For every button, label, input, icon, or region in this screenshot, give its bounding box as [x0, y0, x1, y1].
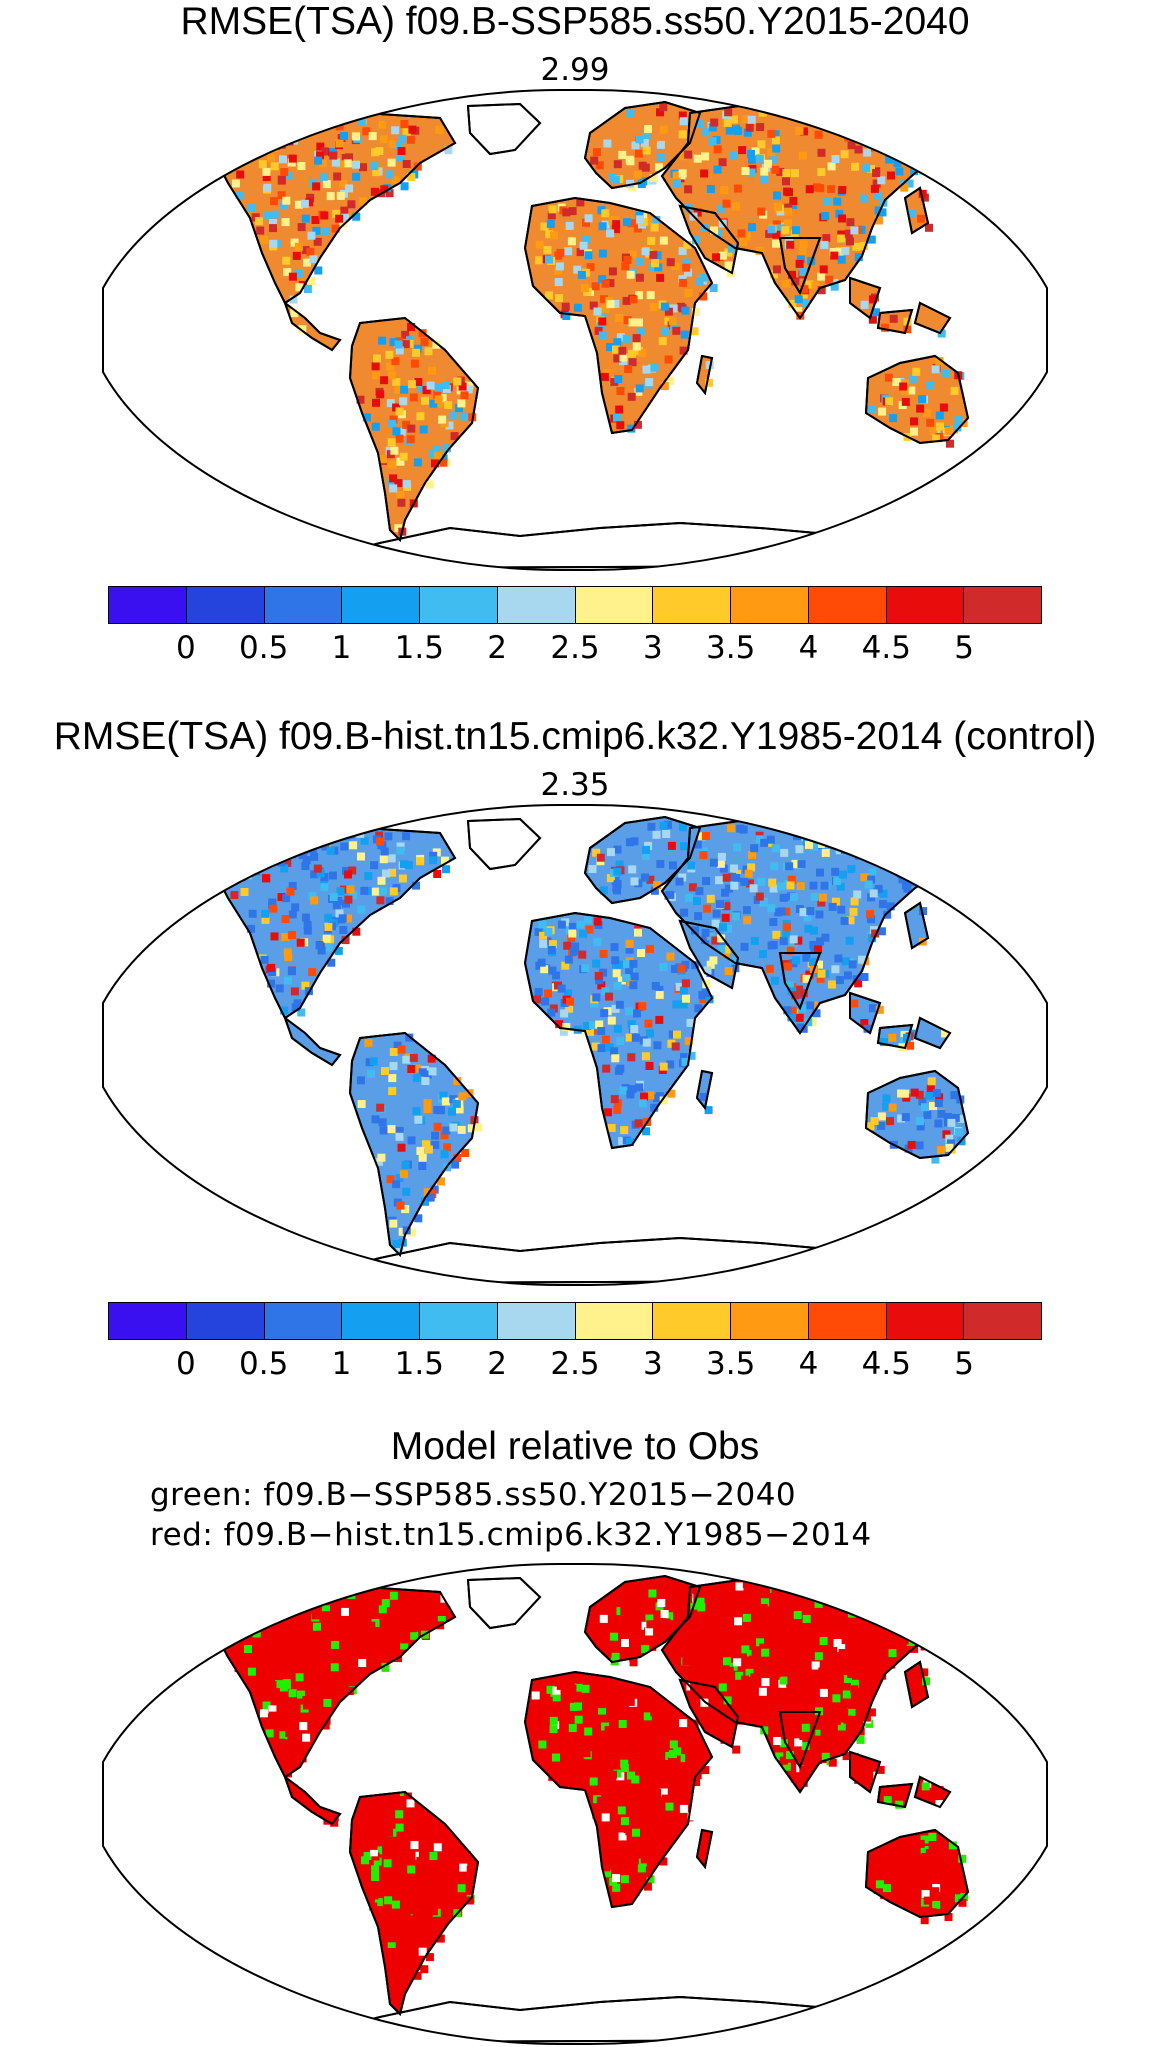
- colorbar-tick-label: 0: [175, 1346, 196, 1382]
- colorbar-swatch: [109, 587, 186, 623]
- globe-boundary: [102, 804, 1048, 1286]
- colorbar-tick-label: 2.5: [550, 1346, 600, 1382]
- panel3-world-map: [102, 1563, 1048, 2045]
- colorbar-swatch: [263, 1303, 342, 1339]
- colorbar-swatch: [109, 1303, 186, 1339]
- continent-newZealand: [986, 1910, 1010, 1944]
- colorbar-swatch: [263, 587, 342, 623]
- continent-newZealand: [986, 1151, 1010, 1185]
- panel2-world-map: [102, 804, 1048, 1286]
- globe-boundary: [102, 89, 1048, 571]
- colorbar-swatch: [652, 1303, 730, 1339]
- panel3-legend-red: red: f09.B−hist.tn15.cmip6.k32.Y1985−201…: [150, 1517, 872, 1553]
- colorbar-tick-label: 4.5: [861, 1346, 911, 1382]
- colorbar-tick-label: 1.5: [394, 630, 444, 666]
- colorbar-swatch: [730, 587, 808, 623]
- colorbar-swatch: [419, 587, 497, 623]
- colorbar-swatch: [341, 1303, 419, 1339]
- panel1-title: RMSE(TSA) f09.B-SSP585.ss50.Y2015-2040: [180, 0, 970, 43]
- continent-newZealand: [986, 436, 1010, 470]
- colorbar-tick-label: 4.5: [861, 630, 911, 666]
- panel1-colorbar: [108, 586, 1042, 624]
- panel3-title: Model relative to Obs: [390, 1425, 760, 1468]
- panel1-map-content: [102, 89, 1048, 571]
- colorbar-tick-label: 3: [642, 1346, 663, 1382]
- panel2-global-value: 2.35: [540, 767, 610, 803]
- panel1-colorbar-ticks: 0 0.5 1 1.5 2 2.5 3 3.5 4 4.5 5: [108, 630, 1042, 666]
- panel2-title: RMSE(TSA) f09.B-hist.tn15.cmip6.k32.Y198…: [53, 715, 1097, 758]
- colorbar-swatch: [574, 1303, 653, 1339]
- continent-northAmerica: [213, 1582, 457, 1779]
- panel1-world-map: [102, 89, 1048, 571]
- colorbar-tick-label: 1: [331, 630, 352, 666]
- map-data-cells: [225, 1578, 1008, 1980]
- colorbar-swatch: [185, 587, 264, 623]
- colorbar-tick-label: 3.5: [706, 630, 756, 666]
- colorbar-tick-label: 1: [331, 1346, 352, 1382]
- colorbar-tick-label: 0.5: [239, 630, 289, 666]
- colorbar-swatch: [341, 587, 419, 623]
- colorbar-swatch: [652, 587, 730, 623]
- colorbar-swatch: [885, 1303, 964, 1339]
- continent-antarctica: [318, 1995, 882, 2044]
- colorbar-tick-label: 4: [798, 630, 819, 666]
- colorbar-swatch: [496, 1303, 575, 1339]
- panel3-legend-green: green: f09.B−SSP585.ss50.Y2015−2040: [150, 1477, 797, 1513]
- colorbar-swatch: [807, 1303, 886, 1339]
- panel3-map-content: [102, 1563, 1048, 2045]
- panel2-colorbar: [108, 1302, 1042, 1340]
- colorbar-tick-label: 2: [487, 630, 508, 666]
- colorbar-swatch: [885, 587, 964, 623]
- colorbar-tick-label: 3.5: [706, 1346, 756, 1382]
- colorbar-swatch: [963, 1303, 1041, 1339]
- colorbar-tick-label: 3: [642, 630, 663, 666]
- colorbar-swatch: [185, 1303, 264, 1339]
- colorbar-tick-label: 4: [798, 1346, 819, 1382]
- colorbar-swatch: [963, 587, 1041, 623]
- colorbar-swatch: [730, 1303, 808, 1339]
- colorbar-swatch: [807, 587, 886, 623]
- panel2-map-content: [102, 804, 1048, 1286]
- colorbar-swatch: [574, 587, 653, 623]
- colorbar-tick-label: 5: [954, 630, 975, 666]
- continent-seAsia: [849, 1750, 952, 1809]
- panel2-colorbar-ticks: 0 0.5 1 1.5 2 2.5 3 3.5 4 4.5 5: [108, 1346, 1042, 1382]
- colorbar-tick-label: 0.5: [239, 1346, 289, 1382]
- colorbar-tick-label: 0: [175, 630, 196, 666]
- panel1-global-value: 2.99: [540, 52, 610, 88]
- colorbar-swatch: [419, 1303, 497, 1339]
- colorbar-swatch: [496, 587, 575, 623]
- colorbar-tick-label: 1.5: [394, 1346, 444, 1382]
- colorbar-tick-label: 2.5: [550, 630, 600, 666]
- colorbar-tick-label: 5: [954, 1346, 975, 1382]
- colorbar-tick-label: 2: [487, 1346, 508, 1382]
- globe-boundary: [102, 1563, 1048, 2045]
